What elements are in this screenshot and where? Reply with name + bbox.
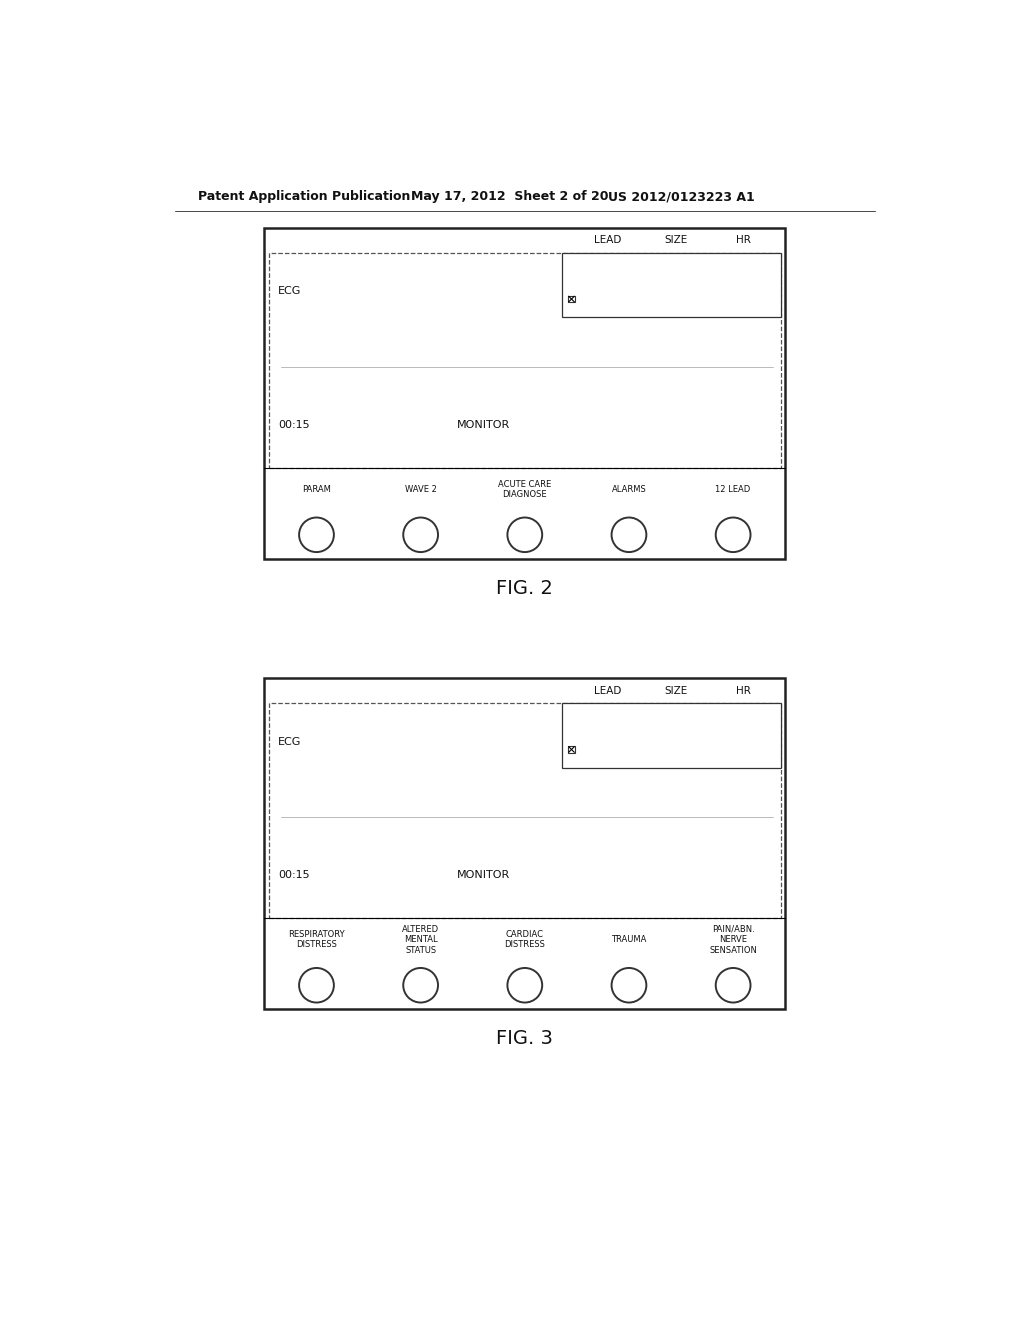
Text: ALARMS: ALARMS	[611, 484, 646, 494]
Text: RESPIRATORY
DISTRESS: RESPIRATORY DISTRESS	[288, 931, 345, 949]
Circle shape	[611, 968, 646, 1002]
Circle shape	[299, 968, 334, 1002]
Text: Patent Application Publication: Patent Application Publication	[198, 190, 411, 203]
Text: ECG: ECG	[568, 265, 590, 276]
Text: ECG: ECG	[279, 286, 302, 296]
Text: ALTERED
MENTAL
STATUS: ALTERED MENTAL STATUS	[402, 925, 439, 954]
Text: FIG. 3: FIG. 3	[497, 1030, 553, 1048]
Circle shape	[611, 517, 646, 552]
Text: ECG: ECG	[568, 715, 590, 726]
Text: PAIN/ABN.
NERVE
SENSATION: PAIN/ABN. NERVE SENSATION	[710, 925, 757, 954]
Bar	[264, 678, 785, 1010]
Text: US 2012/0123223 A1: US 2012/0123223 A1	[608, 190, 756, 203]
Text: CARDIAC
DISTRESS: CARDIAC DISTRESS	[505, 931, 545, 949]
Text: HR: HR	[736, 685, 751, 696]
Text: PADS: PADS	[580, 294, 607, 304]
Text: LEAD: LEAD	[595, 235, 622, 246]
Text: MONITOR: MONITOR	[457, 870, 510, 880]
Bar	[562, 252, 780, 317]
Bar	[269, 252, 780, 467]
Text: PADS: PADS	[580, 744, 607, 755]
Text: 12 LEAD: 12 LEAD	[716, 484, 751, 494]
Text: x1: x1	[705, 265, 717, 276]
Text: TRAUMA: TRAUMA	[611, 935, 646, 944]
Text: HR: HR	[736, 235, 751, 246]
Bar	[264, 228, 785, 558]
Circle shape	[403, 968, 438, 1002]
Circle shape	[403, 517, 438, 552]
Text: 70: 70	[752, 265, 765, 276]
Circle shape	[508, 517, 542, 552]
Bar	[568, 746, 575, 752]
Text: May 17, 2012  Sheet 2 of 20: May 17, 2012 Sheet 2 of 20	[411, 190, 608, 203]
Text: ACUTE CARE
DIAGNOSE: ACUTE CARE DIAGNOSE	[498, 479, 552, 499]
Text: WAVE 2: WAVE 2	[404, 484, 436, 494]
Text: 70: 70	[752, 715, 765, 726]
Circle shape	[508, 968, 542, 1002]
Text: 00:15: 00:15	[279, 870, 310, 880]
Circle shape	[716, 517, 751, 552]
Bar	[568, 296, 575, 302]
Text: FIG. 2: FIG. 2	[497, 578, 553, 598]
Bar	[269, 704, 780, 919]
Text: 00:15: 00:15	[279, 420, 310, 430]
Text: MONITOR: MONITOR	[457, 420, 510, 430]
Circle shape	[716, 968, 751, 1002]
Text: LEAD: LEAD	[595, 685, 622, 696]
Text: SIZE: SIZE	[665, 235, 687, 246]
Text: ECG: ECG	[279, 737, 302, 747]
Text: SIZE: SIZE	[665, 685, 687, 696]
Circle shape	[299, 517, 334, 552]
Bar	[562, 704, 780, 767]
Text: PARAM: PARAM	[302, 484, 331, 494]
Text: x1: x1	[705, 715, 717, 726]
